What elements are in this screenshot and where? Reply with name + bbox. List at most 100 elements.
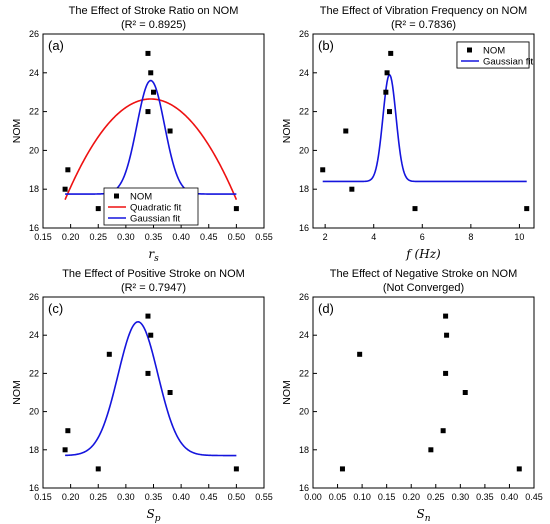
chart-subtitle: (R² = 0.8925) — [121, 19, 186, 31]
panel-a: The Effect of Stroke Ratio on NOM (R² = 0… — [11, 5, 273, 264]
x-axis-label: f (Hz) — [405, 247, 441, 261]
data-point — [388, 50, 394, 56]
panel-d: The Effect of Negative Stroke on NOM (Not… — [281, 268, 543, 524]
plot-frame — [312, 33, 535, 229]
y-tick-label: 24 — [29, 68, 39, 78]
panel-label: (c) — [48, 301, 63, 316]
x-tick-label: 0.20 — [62, 492, 80, 502]
x-tick-label: 0.05 — [329, 492, 347, 502]
y-tick-label: 20 — [29, 145, 39, 155]
data-point — [145, 313, 151, 319]
data-point — [151, 89, 156, 95]
x-tick-label: 0.25 — [89, 492, 107, 502]
data-point — [383, 89, 389, 95]
x-axis-label-subscript: s — [154, 254, 159, 264]
legend-box — [456, 41, 530, 69]
x-tick-label: 0.30 — [117, 232, 135, 242]
legend-label: NOM — [130, 192, 152, 203]
data-point — [148, 70, 154, 76]
x-axis-label: rs — [148, 247, 159, 264]
data-point — [148, 332, 154, 338]
legend-label: Gaussian fit — [130, 214, 181, 225]
data-point — [145, 370, 151, 376]
data-point — [440, 428, 446, 434]
x-tick-label: 6 — [420, 232, 425, 242]
data-point — [412, 206, 418, 212]
data-point — [233, 206, 239, 212]
y-tick-label: 18 — [299, 184, 309, 194]
y-tick-label: 22 — [299, 107, 309, 117]
y-tick-label: 22 — [299, 368, 309, 378]
x-tick-label: 4 — [371, 232, 376, 242]
data-point — [145, 50, 151, 56]
panel-label: (d) — [318, 301, 334, 316]
x-tick-label: 0.45 — [200, 232, 218, 242]
data-point — [65, 428, 71, 434]
x-tick-label: 0.40 — [501, 492, 519, 502]
x-axis-label: Sn — [416, 507, 430, 524]
x-tick-label: 0.35 — [145, 232, 163, 242]
fit-curve-gaussian — [322, 73, 527, 183]
data-point — [167, 128, 173, 134]
data-point — [62, 447, 68, 453]
panel-label: (b) — [318, 38, 334, 53]
y-tick-label: 24 — [299, 68, 309, 78]
data-point — [387, 109, 392, 115]
data-point — [384, 70, 390, 76]
x-axis-label-main: S — [147, 507, 155, 521]
data-point — [95, 206, 101, 212]
x-tick-label: 0.00 — [304, 492, 322, 502]
data-point — [357, 351, 363, 357]
x-tick-label: 0.20 — [62, 232, 80, 242]
data-point — [524, 206, 530, 212]
legend-marker — [467, 47, 472, 53]
x-tick-label: 0.20 — [402, 492, 420, 502]
panel-c: The Effect of Positive Stroke on NOM (R² … — [11, 41, 534, 524]
x-tick-label: 0.25 — [89, 232, 107, 242]
y-axis-label: NOM — [281, 119, 293, 144]
x-tick-label: 0.30 — [117, 492, 135, 502]
y-tick-label: 18 — [29, 445, 39, 455]
data-point — [145, 109, 151, 115]
y-tick-label: 20 — [299, 407, 309, 417]
y-tick-label: 24 — [299, 330, 309, 340]
y-tick-label: 22 — [29, 368, 39, 378]
y-tick-label: 16 — [29, 223, 39, 233]
chart-subtitle: (R² = 0.7836) — [391, 19, 456, 31]
y-tick-label: 26 — [29, 29, 39, 39]
x-tick-label: 0.40 — [172, 232, 190, 242]
legend-box — [103, 187, 199, 226]
data-point — [339, 466, 345, 472]
data-point — [443, 370, 449, 376]
y-tick-label: 16 — [299, 483, 309, 493]
x-tick-label: 0.10 — [353, 492, 371, 502]
data-point — [167, 390, 173, 395]
fit-curve-quadratic — [64, 98, 238, 200]
legend-label: Quadratic fit — [130, 203, 182, 214]
y-tick-label: 26 — [299, 29, 309, 39]
x-tick-label: 2 — [323, 232, 328, 242]
data-point — [443, 313, 449, 319]
x-tick-label: 0.55 — [255, 492, 273, 502]
y-tick-label: 20 — [299, 145, 309, 155]
chart-title: The Effect of Negative Stroke on NOM — [330, 268, 518, 280]
x-axis-label-subscript: n — [425, 514, 431, 524]
y-tick-label: 22 — [29, 107, 39, 117]
x-tick-label: 0.30 — [452, 492, 470, 502]
y-tick-label: 24 — [29, 330, 39, 340]
y-axis-label: NOM — [11, 119, 23, 144]
data-point — [343, 128, 349, 134]
x-tick-label: 0.45 — [525, 492, 543, 502]
x-tick-label: 0.15 — [378, 492, 396, 502]
data-point — [349, 186, 355, 192]
chart-title: The Effect of Positive Stroke on NOM — [62, 268, 245, 280]
chart-title: The Effect of Vibration Frequency on NOM — [320, 5, 527, 17]
x-axis-label-main: S — [416, 507, 424, 521]
data-point — [516, 466, 522, 472]
y-tick-label: 16 — [29, 483, 39, 493]
x-tick-label: 0.45 — [200, 492, 218, 502]
data-point — [233, 466, 239, 472]
